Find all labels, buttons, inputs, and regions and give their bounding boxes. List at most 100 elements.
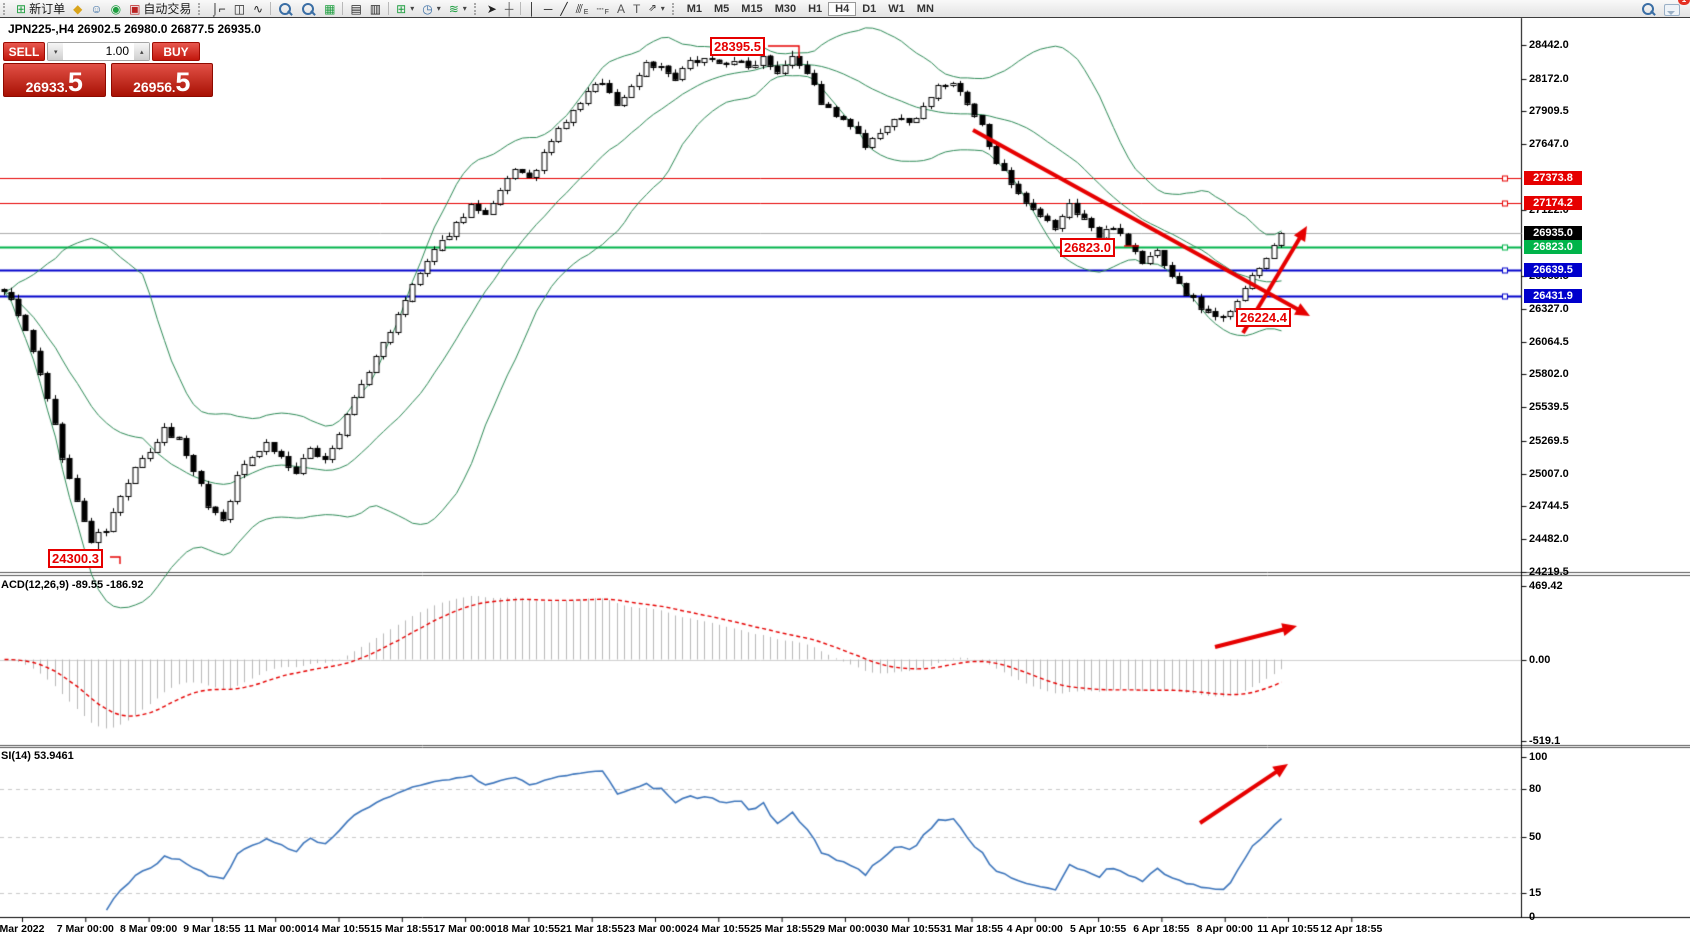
notification-badge: 1 [1678, 0, 1690, 5]
price-annotation[interactable]: 26823.0 [1060, 238, 1115, 257]
timeframe-bar: M1 M5 M15 M30 H1 H4 D1 W1 MN [681, 1, 940, 16]
macd-axis-tick: -519.1 [1529, 734, 1561, 747]
volume-decrease-button[interactable]: ▾ [48, 43, 63, 60]
fibonacci-icon: ┄ [596, 1, 604, 16]
line-chart-icon: ∿ [253, 1, 264, 16]
market-watch-button[interactable]: ◆ [69, 1, 86, 16]
sell-price-button[interactable]: 26933. 5 [3, 63, 106, 97]
timeframe-h4[interactable]: H4 [828, 1, 857, 16]
time-axis-label: 8 Apr 00:00 [1196, 923, 1253, 935]
price-axis-tick: 26064.5 [1529, 335, 1569, 348]
zoom-out-button[interactable] [297, 1, 320, 16]
timeframe-h1[interactable]: H1 [808, 2, 823, 15]
trendline-tool-button[interactable]: ╱ [556, 1, 571, 16]
arrange-alt-icon: ▥ [369, 1, 382, 16]
clock-icon: ◷ [422, 1, 433, 16]
autotrade-button[interactable]: ▣ 自动交易 [125, 1, 195, 16]
price-axis-tick: 27647.0 [1529, 138, 1569, 151]
zoom-in-button[interactable] [274, 1, 297, 16]
sell-button[interactable]: SELL [3, 42, 45, 61]
buy-price-button[interactable]: 26956. 5 [110, 63, 213, 97]
price-annotation[interactable]: 24300.3 [48, 549, 103, 568]
person-icon: ☺ [90, 1, 103, 16]
vline-tool-button[interactable]: │ [524, 1, 540, 16]
indicators-button[interactable]: ≋ ▾ [445, 1, 471, 16]
tile-windows-button[interactable]: ▦ [320, 1, 339, 16]
time-axis-label: 21 Mar 18:55 [560, 923, 624, 935]
arrows-tool-button[interactable]: ⇗ ▾ [644, 1, 668, 16]
trendline-icon: ╱ [560, 1, 568, 16]
price-level-tag: 26935.0 [1524, 226, 1582, 241]
toolbar-grip[interactable] [473, 2, 480, 15]
price-axis-tick: 27909.5 [1529, 105, 1569, 118]
new-chart-icon: ⊞ [396, 1, 407, 16]
macd-axis-tick: 0.00 [1529, 653, 1551, 666]
new-order-button[interactable]: ⊞ 新订单 [12, 1, 69, 16]
channel-tool-button[interactable]: ⫻ E [572, 1, 593, 17]
toolbar-grip[interactable] [671, 2, 678, 15]
period-button[interactable]: ◷ ▾ [418, 1, 445, 16]
sell-price-pips: 5 [67, 67, 83, 97]
buy-price-pips: 5 [175, 67, 191, 97]
fibonacci-tool-button[interactable]: ┄ F [592, 1, 613, 17]
hline-tool-button[interactable]: ─ [540, 1, 557, 16]
price-annotation[interactable]: 26224.4 [1236, 308, 1291, 327]
crosshair-button[interactable]: ┼ [501, 1, 518, 16]
time-axis-label: 11 Apr 10:55 [1257, 923, 1319, 935]
timeframe-mn[interactable]: MN [916, 2, 934, 15]
cursor-button[interactable]: ➤ [483, 1, 501, 16]
price-axis-tick: 28442.0 [1529, 39, 1569, 51]
timeframe-m15[interactable]: M15 [741, 2, 763, 15]
chevron-down-icon: ▾ [436, 4, 441, 13]
volume-increase-button[interactable]: ▴ [134, 43, 149, 60]
time-axis-label: 11 Mar 00:00 [243, 923, 307, 935]
bar-chart-icon: ⌡⌐ [211, 1, 226, 16]
timeframe-d1[interactable]: D1 [862, 2, 877, 15]
toolbar: ⊞ 新订单 ◆ ☺ ◉ ▣ 自动交易 ⌡⌐ ◫ ∿ ▦ ▤ ▥ ⊞ ▾ ◷ ▾ ≋ ▾… [0, 0, 1690, 18]
toolbar-grip[interactable] [3, 2, 9, 15]
rsi-axis-tick: 80 [1529, 783, 1542, 795]
price-annotation[interactable]: 28395.5 [710, 37, 765, 56]
price-axis-tick: 25269.5 [1529, 434, 1569, 447]
price-axis-tick: 25802.0 [1529, 368, 1569, 381]
label-tool-button[interactable]: T [629, 1, 644, 16]
candle-chart-button[interactable]: ◫ [230, 1, 249, 16]
toolbar-separator [388, 2, 390, 15]
new-chart-button[interactable]: ⊞ ▾ [392, 1, 418, 16]
time-axis-label: 8 Mar 09:00 [119, 923, 178, 935]
arrange-alt-button[interactable]: ▥ [366, 1, 385, 16]
price-level-tag: 27174.2 [1524, 196, 1582, 211]
price-level-tag: 26823.0 [1524, 240, 1582, 255]
time-axis-label: 31 Mar 18:55 [939, 923, 1004, 935]
time-axis-label: 4 Apr 00:00 [1006, 923, 1063, 935]
timeframe-m1[interactable]: M1 [686, 2, 702, 15]
buy-price-main: 26956 [133, 79, 173, 95]
time-axis-label: 12 Apr 18:55 [1320, 923, 1383, 935]
candlestick-icon: ◫ [233, 1, 246, 16]
time-axis-label: Mar 2022 [0, 923, 45, 935]
toolbar-grip[interactable] [198, 2, 204, 15]
time-axis-label: 24 Mar 10:55 [686, 923, 750, 935]
notifications-button[interactable]: 1 [1660, 0, 1690, 16]
search-button[interactable] [1637, 1, 1660, 16]
toolbar-separator [520, 2, 522, 15]
accounts-button[interactable]: ☺ [86, 1, 106, 16]
timeframe-w1[interactable]: W1 [888, 2, 905, 15]
crosshair-icon: ┼ [504, 1, 514, 16]
line-chart-button[interactable]: ∿ [249, 1, 267, 16]
volume-input[interactable]: 1.00 [63, 43, 134, 60]
time-axis-label: 5 Apr 10:55 [1069, 923, 1127, 935]
timeframe-m30[interactable]: M30 [774, 2, 797, 15]
time-axis-label: 17 Mar 00:00 [433, 923, 497, 935]
buy-button[interactable]: BUY [152, 42, 200, 61]
signals-button[interactable]: ◉ [107, 1, 125, 16]
bar-chart-button[interactable]: ⌡⌐ [207, 1, 229, 16]
rsi-label: SI(14) 53.9461 [1, 750, 74, 762]
rsi-axis-tick: 0 [1529, 911, 1536, 923]
arrange-button[interactable]: ▤ [346, 1, 365, 16]
timeframe-m5[interactable]: M5 [714, 2, 730, 15]
text-tool-button[interactable]: A [613, 1, 629, 16]
signal-icon: ◉ [110, 1, 122, 16]
